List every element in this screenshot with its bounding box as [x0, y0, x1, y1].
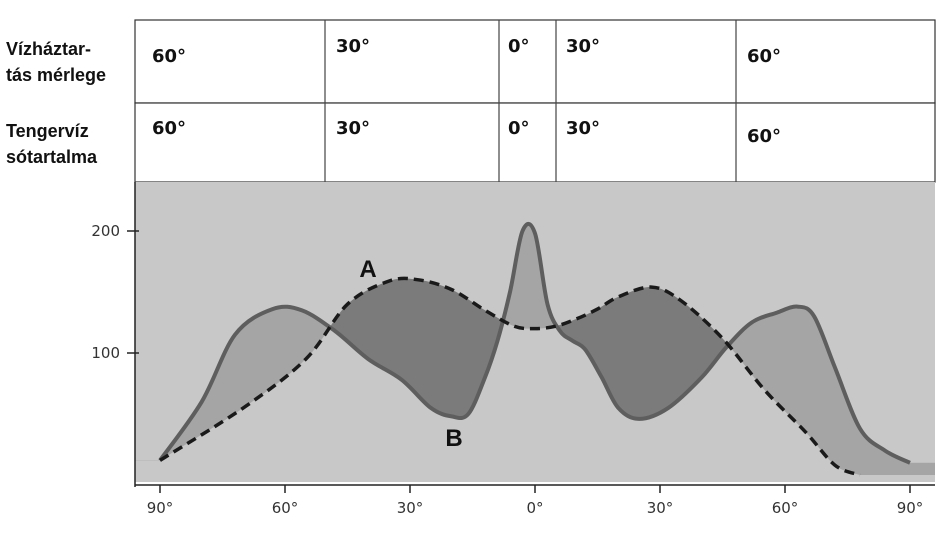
row-label-line: Vízháztar- [6, 39, 92, 59]
x-tick-label: 90° [897, 499, 924, 517]
y-tick-label: 100 [91, 344, 120, 362]
y-tick-label: 200 [91, 222, 120, 240]
x-tick-label: 90° [147, 499, 174, 517]
row-label-salinity: Tengervíz sótartalma [6, 118, 136, 170]
row-label-water-balance: Vízháztar- tás mérlege [6, 36, 136, 88]
table-row-1-box [134, 19, 936, 104]
x-tick-label: 60° [272, 499, 299, 517]
table-cell: 60° [747, 46, 782, 67]
table-cell: 30° [566, 118, 601, 139]
series-label-a: A [359, 256, 376, 283]
series-label-b: B [445, 425, 462, 452]
header-table [134, 19, 936, 183]
row-label-line: tás mérlege [6, 65, 107, 85]
y-ticks: 100 200 [91, 222, 139, 362]
table-cell: 30° [336, 118, 371, 139]
x-tick-label: 0° [526, 499, 543, 517]
x-tick-label: 30° [397, 499, 424, 517]
x-tick-label: 60° [772, 499, 799, 517]
table-cell: 30° [566, 36, 601, 57]
x-tick-label: 30° [647, 499, 674, 517]
table-cell: 0° [508, 36, 530, 57]
row-label-line: Tengervíz [6, 121, 89, 141]
table-cell: 60° [152, 46, 187, 67]
row-label-line: sótartalma [6, 147, 98, 167]
x-ticks: 90° 60° 30° 0° 30° 60° 90° [147, 485, 924, 517]
table-row-2-box [134, 102, 936, 183]
series-b-line [158, 221, 911, 465]
series-a-line [159, 276, 861, 477]
table-cell: 30° [336, 36, 371, 57]
table-cell: 0° [508, 118, 530, 139]
table-cell: 60° [152, 118, 187, 139]
table-cell: 60° [747, 126, 782, 147]
